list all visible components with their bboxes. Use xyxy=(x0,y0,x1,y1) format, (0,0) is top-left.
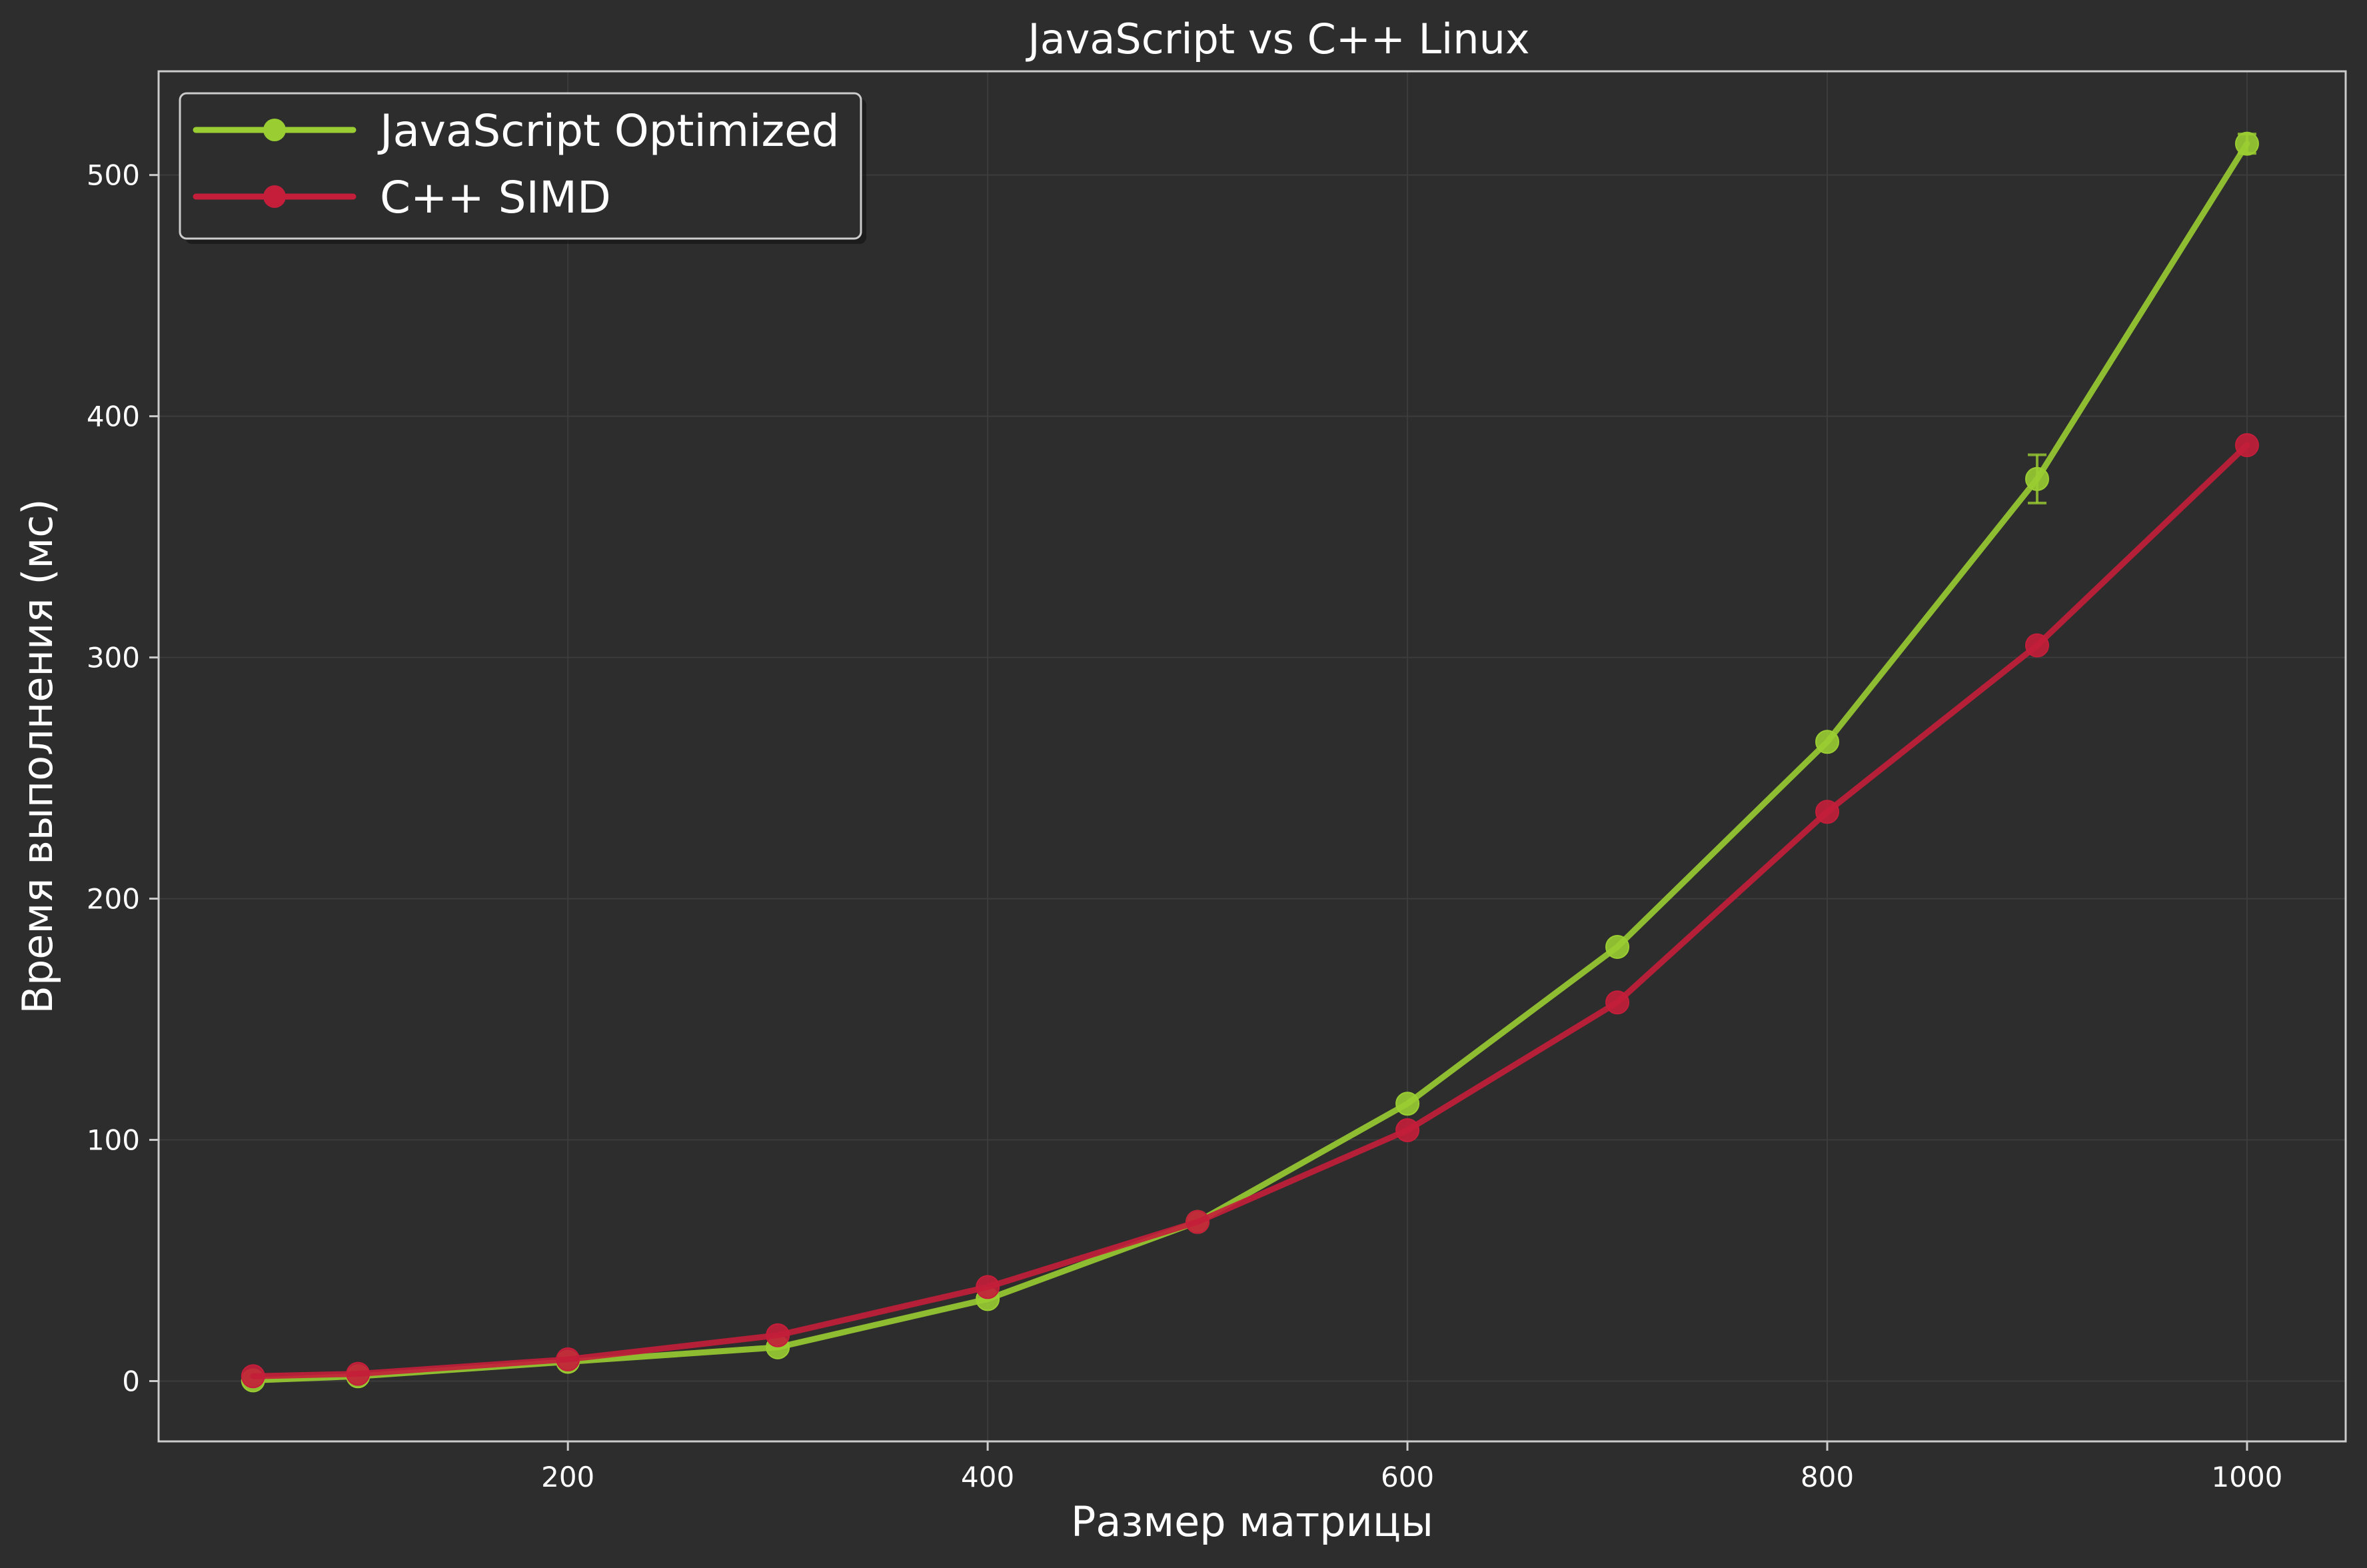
x-tick-label: 400 xyxy=(961,1461,1014,1493)
data-point xyxy=(766,1323,790,1347)
x-axis-title: Размер матрицы xyxy=(1071,1497,1433,1546)
x-tick-label: 800 xyxy=(1801,1461,1854,1493)
series-line xyxy=(250,141,2250,1383)
axis-ticks: 200 400 600 800 1000 0 100 200 300 400 500 xyxy=(87,159,2283,1493)
data-point xyxy=(556,1347,580,1371)
legend-marker xyxy=(263,185,286,208)
data-point xyxy=(1395,1118,1420,1143)
chart-title: JavaScript vs C++ Linux xyxy=(1025,15,1529,63)
y-tick-label: 100 xyxy=(87,1124,140,1157)
data-point xyxy=(2024,466,2049,491)
legend-marker xyxy=(263,119,286,141)
legend-label: JavaScript Optimized xyxy=(377,105,840,157)
data-point xyxy=(1815,800,1840,824)
data-point xyxy=(346,1361,371,1386)
legend-label: C++ SIMD xyxy=(380,172,611,223)
data-point xyxy=(1185,1209,1210,1234)
data-point xyxy=(2234,131,2259,156)
data-point xyxy=(1605,934,1630,959)
data-point xyxy=(2234,433,2259,458)
x-tick-label: 1000 xyxy=(2212,1461,2283,1493)
legend: JavaScript Optimized C++ SIMD xyxy=(179,92,866,244)
plot-frame xyxy=(157,70,2347,1443)
series-c-simd xyxy=(241,433,2259,1389)
data-point xyxy=(241,1364,265,1389)
y-tick-label: 400 xyxy=(87,400,140,433)
plot-data xyxy=(241,131,2259,1393)
y-tick-label: 500 xyxy=(87,159,140,192)
y-tick-label: 200 xyxy=(87,883,140,916)
data-point xyxy=(2024,633,2049,658)
x-tick-label: 200 xyxy=(541,1461,594,1493)
data-point xyxy=(1605,990,1630,1015)
grid xyxy=(159,71,2346,1441)
y-tick-label: 0 xyxy=(122,1365,140,1398)
series-line xyxy=(250,442,2250,1379)
data-point xyxy=(976,1275,1000,1299)
series-javascript-optimized xyxy=(241,131,2259,1393)
y-tick-label: 300 xyxy=(87,642,140,674)
data-point xyxy=(1395,1092,1420,1116)
y-axis-title: Время выполнения (мс) xyxy=(13,498,62,1014)
data-point xyxy=(1815,730,1840,754)
x-tick-label: 600 xyxy=(1381,1461,1434,1493)
